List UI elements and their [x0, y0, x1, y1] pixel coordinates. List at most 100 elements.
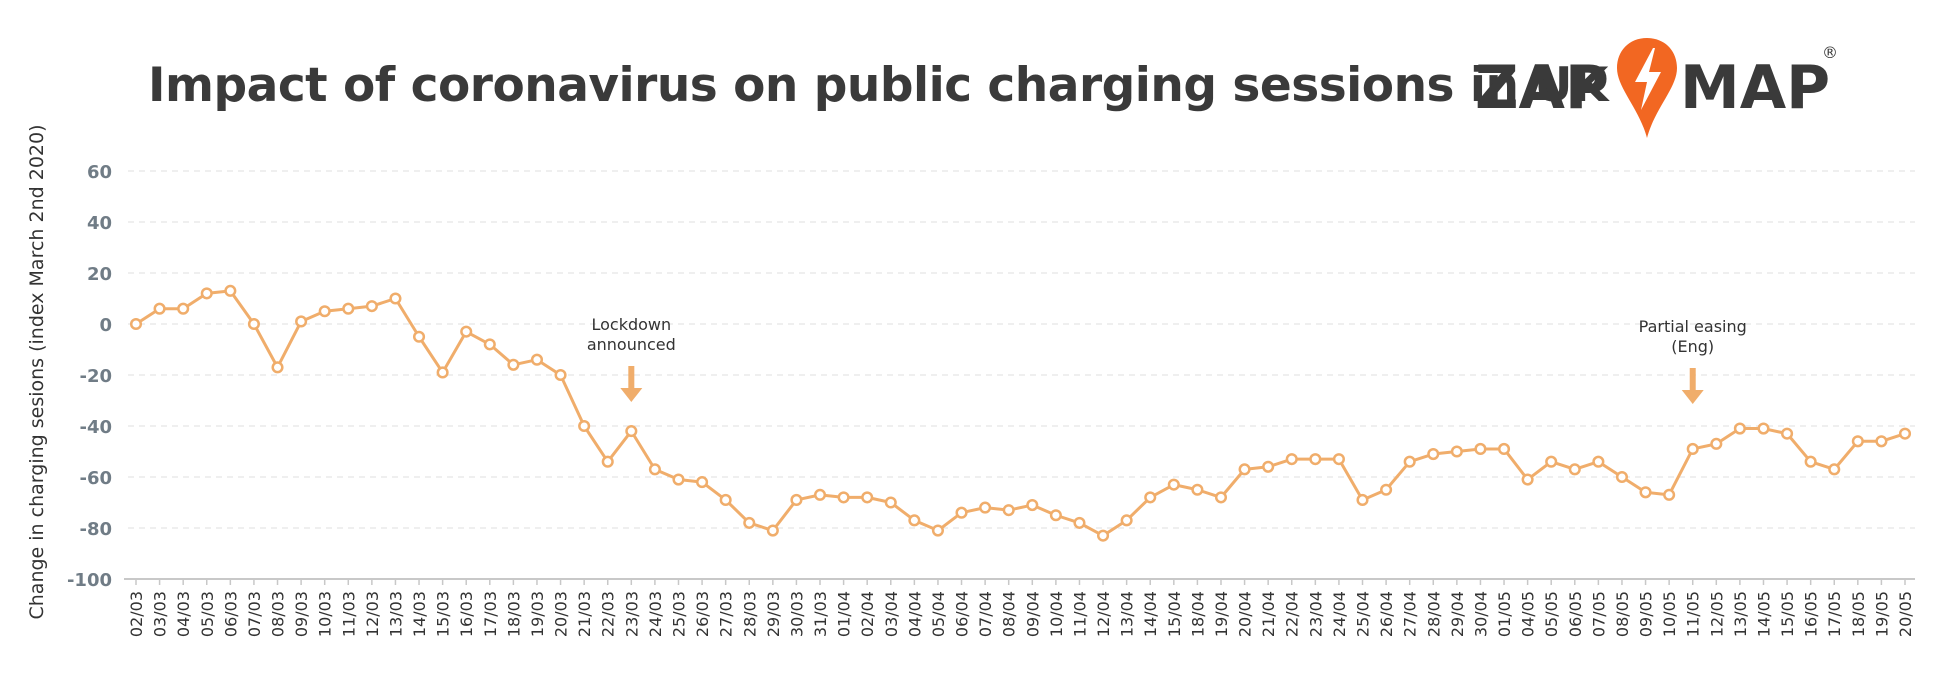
data-point: [1309, 453, 1322, 466]
x-tick-label: 05/03: [198, 591, 217, 637]
data-point: [177, 302, 190, 315]
y-tick-label: 40: [87, 213, 112, 234]
data-point: [1639, 486, 1652, 499]
x-tick-label: 26/03: [693, 591, 712, 637]
x-tick-label: 02/04: [858, 591, 877, 637]
logo-left-text: ZAP: [1475, 53, 1609, 123]
data-point: [578, 419, 591, 433]
y-tick-label: -20: [79, 366, 112, 387]
x-tick-label: 05/05: [1542, 591, 1561, 637]
x-tick-label: 16/03: [457, 591, 476, 637]
x-tick-label: 09/03: [292, 591, 311, 637]
x-tick-label: 11/04: [1070, 591, 1089, 637]
x-tick-label: 10/03: [316, 591, 335, 637]
x-tick-label: 08/03: [269, 591, 288, 637]
x-tick-label: 22/04: [1283, 591, 1302, 637]
x-tick-label: 30/03: [787, 591, 806, 637]
data-point: [1898, 427, 1912, 440]
x-tick-label: 17/03: [481, 591, 500, 637]
data-point: [1663, 488, 1676, 501]
data-point: [1191, 483, 1204, 496]
x-tick-label: 04/04: [905, 591, 924, 637]
x-tick-label: 19/05: [1872, 591, 1891, 637]
x-tick-label: 31/03: [811, 591, 830, 637]
x-tick-label: 15/03: [434, 591, 453, 637]
x-tick-label: 10/04: [1047, 591, 1066, 637]
grid-lines: [128, 170, 1915, 529]
x-tick-label: 21/04: [1259, 591, 1278, 637]
x-tick-label: 27/04: [1401, 591, 1420, 637]
data-point: [884, 496, 897, 509]
data-point: [1710, 437, 1723, 450]
data-point: [1757, 422, 1770, 435]
x-tick-label: 07/03: [245, 591, 264, 637]
x-tick-label: 24/04: [1330, 591, 1349, 637]
x-tick-label: 06/04: [953, 591, 972, 637]
data-point: [696, 476, 709, 489]
data-point: [1851, 435, 1864, 448]
annotation-arrow-head: [620, 388, 643, 402]
x-tick-label: 17/05: [1825, 591, 1844, 637]
x-tick-label: 09/05: [1637, 591, 1656, 637]
x-tick-label: 10/05: [1660, 591, 1679, 637]
data-point: [200, 287, 213, 300]
x-tick-label: 21/03: [575, 591, 594, 637]
data-point: [743, 516, 756, 529]
data-point: [1545, 455, 1558, 468]
x-tick-label: 18/04: [1188, 591, 1207, 637]
data-point: [295, 315, 308, 328]
x-tick-label: 06/03: [221, 591, 240, 637]
x-tick-label: 18/03: [504, 591, 523, 637]
x-tick-label: 02/03: [127, 591, 146, 637]
data-point: [837, 491, 850, 504]
x-tick-label: 12/04: [1094, 591, 1113, 637]
data-point: [1781, 427, 1794, 440]
x-tick-label: 14/04: [1141, 591, 1160, 637]
data-point: [1120, 514, 1133, 527]
data-point: [318, 305, 331, 318]
y-tick-label: -100: [67, 570, 112, 591]
x-tick-label: 11/03: [339, 591, 358, 637]
y-tick-label: -60: [79, 468, 112, 489]
x-tick-label: 07/04: [976, 591, 995, 637]
data-point: [1828, 463, 1841, 476]
x-tick-label: 06/05: [1566, 591, 1585, 637]
x-tick-label: 26/04: [1377, 591, 1396, 637]
x-tick-label: 08/04: [1000, 591, 1019, 637]
x-tick-label: 04/05: [1519, 591, 1538, 637]
x-tick-label: 29/04: [1448, 591, 1467, 637]
x-tick-label: 28/04: [1424, 591, 1443, 637]
x-tick-label: 12/05: [1707, 591, 1726, 637]
x-tick-label: 15/05: [1778, 591, 1797, 637]
data-point: [530, 353, 544, 366]
x-tick-label: 13/05: [1731, 591, 1750, 637]
data-point: [813, 488, 827, 501]
x-tick-label: 29/03: [764, 591, 783, 637]
logo-right-text: MAP: [1680, 53, 1830, 123]
data-point: [1733, 422, 1746, 435]
data-point: [601, 455, 614, 468]
data-point: [1026, 499, 1039, 512]
x-tick-label: 20/05: [1896, 591, 1915, 637]
series-line-path: [135, 289, 1906, 538]
x-tick-label: 22/03: [599, 591, 618, 637]
x-tick-label: 27/03: [717, 591, 736, 637]
annotation-arrow-head: [1681, 390, 1704, 404]
x-tick-label: 14/05: [1754, 591, 1773, 637]
zap-map-logo: ZAP MAP ®: [1475, 38, 1838, 138]
y-tick-label: 60: [87, 162, 112, 183]
data-point: [931, 524, 944, 537]
data-point: [1262, 460, 1275, 473]
data-point: [1214, 491, 1228, 504]
x-tick-label: 30/04: [1471, 591, 1490, 637]
data-point: [790, 493, 803, 507]
x-tick-label: 13/03: [386, 591, 405, 637]
data-point: [955, 506, 968, 519]
data-point: [342, 302, 355, 315]
x-tick-label: 20/04: [1236, 591, 1255, 637]
y-tick-label: 0: [99, 315, 112, 336]
data-point: [1285, 453, 1298, 466]
data-point: [1568, 463, 1581, 476]
data-point: [719, 493, 732, 507]
